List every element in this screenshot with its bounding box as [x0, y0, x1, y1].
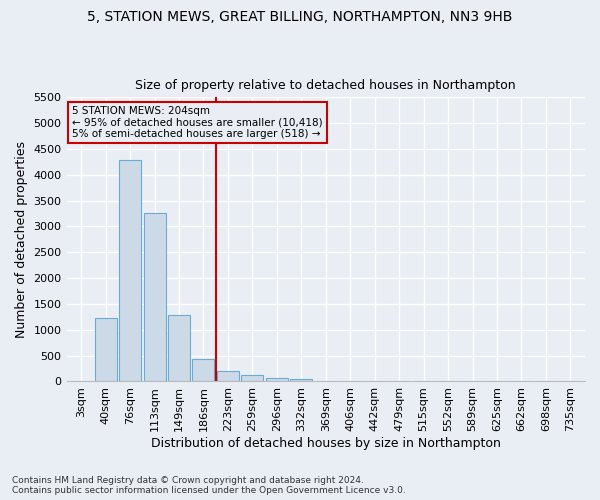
Bar [95, 318, 116, 382]
Title: Size of property relative to detached houses in Northampton: Size of property relative to detached ho… [136, 79, 516, 92]
Bar [143, 212, 166, 382]
Text: 5, STATION MEWS, GREAT BILLING, NORTHAMPTON, NN3 9HB: 5, STATION MEWS, GREAT BILLING, NORTHAMP… [88, 10, 512, 24]
X-axis label: Distribution of detached houses by size in Northampton: Distribution of detached houses by size … [151, 437, 501, 450]
Bar [241, 374, 263, 382]
Bar [266, 378, 288, 382]
Bar [119, 160, 141, 382]
Bar [290, 379, 313, 382]
Bar [193, 359, 214, 382]
Text: Contains HM Land Registry data © Crown copyright and database right 2024.
Contai: Contains HM Land Registry data © Crown c… [12, 476, 406, 495]
Bar [217, 371, 239, 382]
Text: 5 STATION MEWS: 204sqm
← 95% of detached houses are smaller (10,418)
5% of semi-: 5 STATION MEWS: 204sqm ← 95% of detached… [72, 106, 322, 139]
Y-axis label: Number of detached properties: Number of detached properties [15, 141, 28, 338]
Bar [168, 315, 190, 382]
